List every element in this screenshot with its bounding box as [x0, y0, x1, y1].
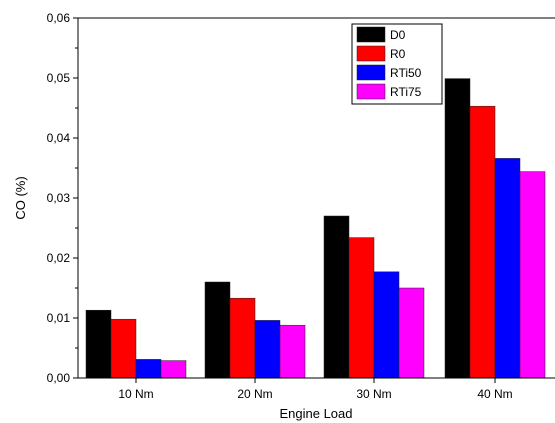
legend-label-rti75: RTi75: [390, 85, 422, 99]
x-tick-label: 20 Nm: [237, 387, 272, 401]
bar-rti50-3: [494, 158, 521, 379]
legend-label-rti50: RTi50: [390, 66, 422, 80]
bar-rti75-3: [519, 171, 546, 379]
bar-d0-3: [444, 78, 471, 379]
y-tick-label: 0,02: [47, 251, 71, 265]
y-tick-label: 0,04: [47, 131, 71, 145]
bar-r0-1: [229, 297, 256, 379]
legend-label-r0: R0: [390, 47, 406, 61]
y-tick-label: 0,00: [47, 371, 71, 385]
y-tick-label: 0,06: [47, 11, 71, 25]
bar-d0-0: [85, 309, 112, 379]
legend-swatch-d0: [356, 26, 386, 43]
bar-r0-0: [110, 318, 137, 379]
bar-rti75-1: [279, 324, 306, 379]
bar-rti50-2: [373, 271, 400, 379]
bar-rti50-1: [254, 320, 281, 379]
bar-series-group: [85, 78, 546, 379]
x-tick-label: 30 Nm: [356, 387, 391, 401]
legend-swatch-r0: [356, 45, 386, 62]
bar-r0-3: [469, 105, 496, 379]
x-tick-labels: 10 Nm 20 Nm 30 Nm 40 Nm: [118, 378, 513, 401]
bar-r0-2: [348, 237, 375, 379]
bar-rti50-0: [135, 359, 162, 379]
bar-rti75-2: [398, 287, 425, 379]
legend: D0 R0 RTi50 RTi75: [351, 23, 443, 105]
legend-label-d0: D0: [390, 28, 406, 42]
x-axis-title: Engine Load: [279, 406, 352, 421]
y-tick-label: 0,05: [47, 71, 71, 85]
y-tick-label: 0,03: [47, 191, 71, 205]
bar-d0-1: [204, 281, 231, 379]
legend-swatch-rti50: [356, 64, 386, 81]
x-tick-label: 10 Nm: [118, 387, 153, 401]
y-axis-title: CO (%): [13, 176, 28, 219]
bar-d0-2: [323, 215, 350, 379]
x-tick-label: 40 Nm: [477, 387, 512, 401]
y-tick-label: 0,01: [47, 311, 71, 325]
bar-rti75-0: [160, 360, 187, 379]
y-tick-labels: 0,00 0,01 0,02 0,03 0,04 0,05 0,06: [47, 11, 78, 385]
legend-swatch-rti75: [356, 83, 386, 100]
